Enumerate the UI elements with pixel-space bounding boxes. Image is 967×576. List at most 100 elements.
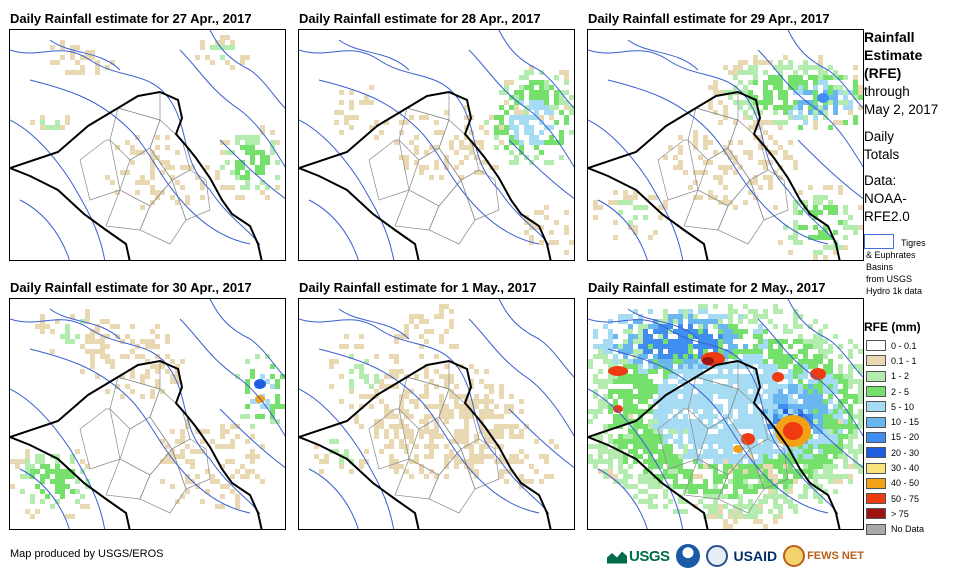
legend-swatch (866, 523, 886, 535)
legend-item: 0.1 - 1 (866, 353, 917, 368)
map-canvas (299, 30, 574, 260)
usgs-logo: USGS (607, 548, 670, 565)
legend-label: 0 - 0.1 (891, 340, 917, 351)
usgs-logo-text: USGS (629, 547, 670, 565)
legend-item: 2 - 5 (866, 384, 909, 399)
legend-label: No Data (891, 524, 925, 535)
rfe-title: Rainfall Estimate (RFE) (864, 28, 922, 82)
usaid-logo-text: USAID (733, 548, 778, 564)
country-border (588, 90, 841, 260)
legend-swatch (866, 386, 886, 398)
map-canvas (588, 299, 863, 529)
basin-text-line: Hydro 1k data (866, 286, 923, 296)
basin-legend-text: Tigres & Euphrates Basins from USGS Hydr… (866, 237, 966, 297)
legend-swatch (866, 401, 886, 413)
rfe-title-line: Estimate (864, 47, 923, 63)
panel-title-4: Daily Rainfall estimate for 30 Apr., 201… (10, 280, 252, 295)
legend-item: 30 - 40 (866, 460, 919, 475)
data-line: RFE2.0 (864, 209, 910, 224)
fews-logo-text: FEWS NET (807, 550, 864, 562)
daily-line: Daily (864, 129, 895, 144)
legend-item: 0 - 0.1 (866, 338, 917, 353)
country-border (10, 90, 263, 260)
panel-title-3: Daily Rainfall estimate for 29 Apr., 201… (588, 11, 830, 26)
legend-item: > 75 (866, 506, 909, 521)
legend-label: 15 - 20 (891, 432, 920, 443)
legend-label: 40 - 50 (891, 478, 920, 489)
river-lines (588, 299, 863, 529)
legend-label: 10 - 15 (891, 417, 920, 428)
basin-legend-swatch (864, 234, 894, 249)
rainfall-grid (334, 65, 574, 255)
legend-swatch (866, 462, 886, 474)
country-border (588, 359, 841, 529)
basin-text-line: Tigres (901, 238, 926, 248)
legend-item: 10 - 15 (866, 415, 919, 430)
country-border (10, 359, 263, 529)
legend-title: RFE (mm) (864, 320, 921, 334)
rainfall-grid (10, 309, 285, 519)
legend-item: 40 - 50 (866, 476, 919, 491)
country-border (299, 359, 552, 529)
seal-icon (705, 545, 728, 567)
rainfall-map-4 (9, 298, 286, 530)
rfe-title-line: Rainfall (864, 29, 915, 45)
legend-item: 1 - 2 (866, 369, 909, 384)
basin-text-line: from USGS (866, 274, 913, 284)
through-date: May 2, 2017 (864, 102, 939, 117)
panel-title-1: Daily Rainfall estimate for 27 Apr., 201… (10, 11, 252, 26)
rainfall-grid (314, 304, 559, 489)
data-line: NOAA- (864, 191, 907, 206)
basin-text-line: & Euphrates (866, 250, 916, 260)
map-canvas (588, 30, 863, 260)
legend-label: 20 - 30 (891, 447, 920, 458)
rfe-data-source: Data: NOAA- RFE2.0 (864, 172, 910, 226)
legend-swatch (866, 493, 886, 505)
rainfall-map-2 (298, 29, 575, 261)
rfe-daily-totals: Daily Totals (864, 128, 899, 164)
legend-swatch (866, 431, 886, 443)
river-lines (10, 30, 285, 260)
totals-line: Totals (864, 147, 900, 162)
legend-label: 2 - 5 (891, 386, 910, 397)
legend-item: No Data (866, 522, 924, 537)
legend-item: 50 - 75 (866, 491, 919, 506)
panel-title-5: Daily Rainfall estimate for 1 May., 2017 (299, 280, 537, 295)
country-border (299, 90, 552, 260)
rainfall-grid (30, 35, 280, 210)
noaa-logo-icon (675, 544, 700, 568)
legend-item: 5 - 10 (866, 399, 914, 414)
map-canvas (299, 299, 574, 529)
rainfall-map-6 (587, 298, 864, 530)
through-line: through (864, 84, 910, 99)
legend-swatch (866, 508, 886, 520)
legend-swatch (866, 355, 886, 367)
legend-swatch (866, 447, 886, 459)
rainfall-grid (593, 55, 863, 260)
river-lines (10, 299, 285, 529)
rainfall-map-5 (298, 298, 575, 530)
rainfall-map-3 (587, 29, 864, 261)
data-line: Data: (864, 173, 897, 188)
legend-swatch (866, 340, 886, 352)
fews-net-logo: FEWS NET (783, 545, 864, 567)
rainfall-grid (588, 304, 863, 529)
map-canvas (10, 30, 285, 260)
legend-item: 15 - 20 (866, 430, 919, 445)
legend-label: 50 - 75 (891, 493, 920, 504)
river-lines (299, 299, 574, 529)
panel-title-6: Daily Rainfall estimate for 2 May., 2017 (588, 280, 826, 295)
legend-swatch (866, 370, 886, 382)
rainfall-map-1 (9, 29, 286, 261)
legend-label: 1 - 2 (891, 371, 910, 382)
legend-label: > 75 (891, 508, 909, 519)
usaid-logo: USAID (734, 548, 778, 564)
rfe-title-line: (RFE) (864, 65, 902, 81)
legend-label: 0.1 - 1 (891, 355, 917, 366)
fews-globe-icon (783, 545, 806, 567)
map-canvas (10, 299, 285, 529)
rfe-through: through May 2, 2017 (864, 83, 938, 119)
usgs-wave-icon (607, 551, 627, 564)
basin-text-line: Basins (866, 262, 894, 272)
legend-item: 20 - 30 (866, 445, 919, 460)
